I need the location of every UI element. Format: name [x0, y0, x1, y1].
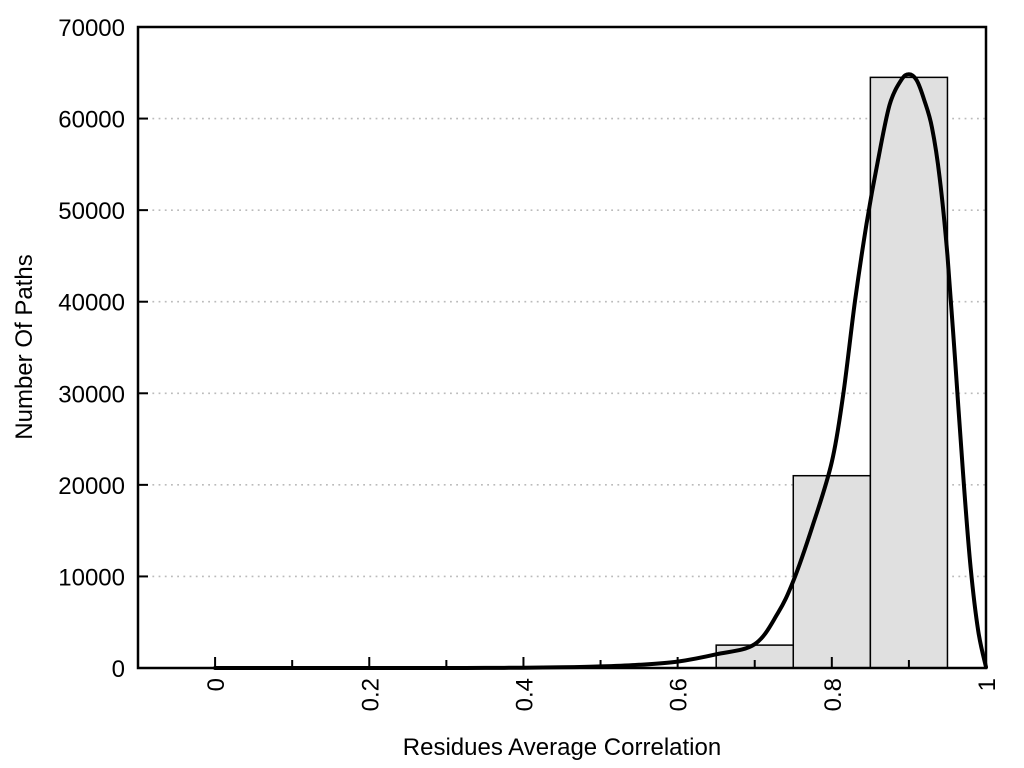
y-tick-label-30000: 30000 [58, 381, 125, 408]
histogram-bar-1 [792, 474, 872, 669]
x-axis-title: Residues Average Correlation [402, 734, 722, 761]
y-tick-label-50000: 50000 [58, 198, 125, 225]
y-tick-label-10000: 10000 [58, 564, 125, 591]
x-tick-label-0.4: 0.4 [511, 678, 538, 711]
x-tick-label-1: 1 [974, 678, 1001, 691]
x-tick-label-0.2: 0.2 [357, 678, 384, 711]
density-curve [213, 72, 988, 670]
x-tick-label-0.6: 0.6 [666, 678, 693, 711]
x-tick-label-0: 0 [203, 678, 230, 691]
y-tick-label-40000: 40000 [58, 290, 125, 317]
y-tick-label-20000: 20000 [58, 473, 125, 500]
y-tick-label-0: 0 [112, 656, 125, 683]
histogram-bar-2 [869, 76, 949, 669]
y-tick-label-70000: 70000 [58, 15, 125, 42]
x-tick-label-0.8: 0.8 [820, 678, 847, 711]
y-tick-label-60000: 60000 [58, 107, 125, 134]
y-axis-title: Number Of Paths [11, 254, 38, 440]
